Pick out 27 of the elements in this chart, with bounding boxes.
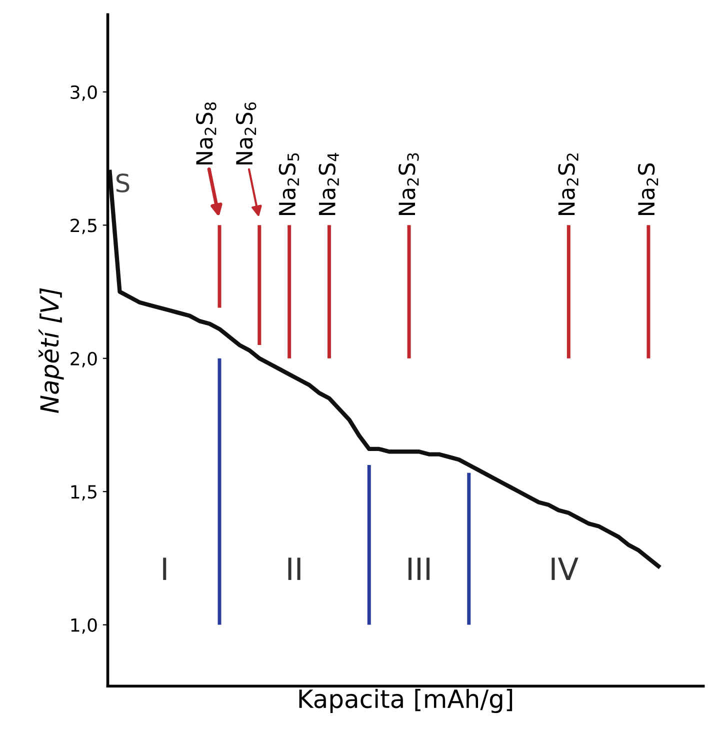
x-axis-title: Kapacita [mAh/g]	[299, 688, 512, 714]
bar	[566, 225, 570, 358]
annotation: IV	[552, 558, 578, 580]
bar	[367, 464, 371, 625]
data-label: Na$_{2}$S$_{4}$	[318, 152, 339, 215]
annotation: S	[116, 174, 130, 192]
bar	[258, 225, 262, 346]
data-label: Na$_{2}$S$_{3}$	[398, 153, 419, 215]
y-tick-label: 1,5	[71, 485, 96, 501]
annotation: I	[163, 558, 166, 580]
data-label: Na$_{2}$S$_{5}$	[278, 153, 300, 215]
y-tick-label: 2,5	[70, 218, 96, 234]
bar	[327, 225, 331, 358]
bar	[646, 225, 650, 358]
data-label: Na$_{2}$S$_{8}$	[196, 102, 216, 164]
y-tick-label: 1,0	[71, 618, 97, 634]
data-label: Na$_{2}$S$_{6}$	[236, 102, 256, 164]
data-label: Na$_{2}$S$_{2}$	[558, 154, 578, 215]
y-tick-label: 3,0	[70, 85, 97, 101]
bar	[407, 225, 411, 358]
annotation: II	[288, 558, 300, 580]
data-label: Na$_{2}$S	[638, 163, 658, 215]
y-tick-label: 2,0	[70, 352, 97, 368]
annotation: III	[408, 558, 430, 580]
bar	[288, 225, 292, 358]
y-axis-title: Napětí [V]	[38, 288, 64, 413]
bar	[467, 472, 471, 625]
